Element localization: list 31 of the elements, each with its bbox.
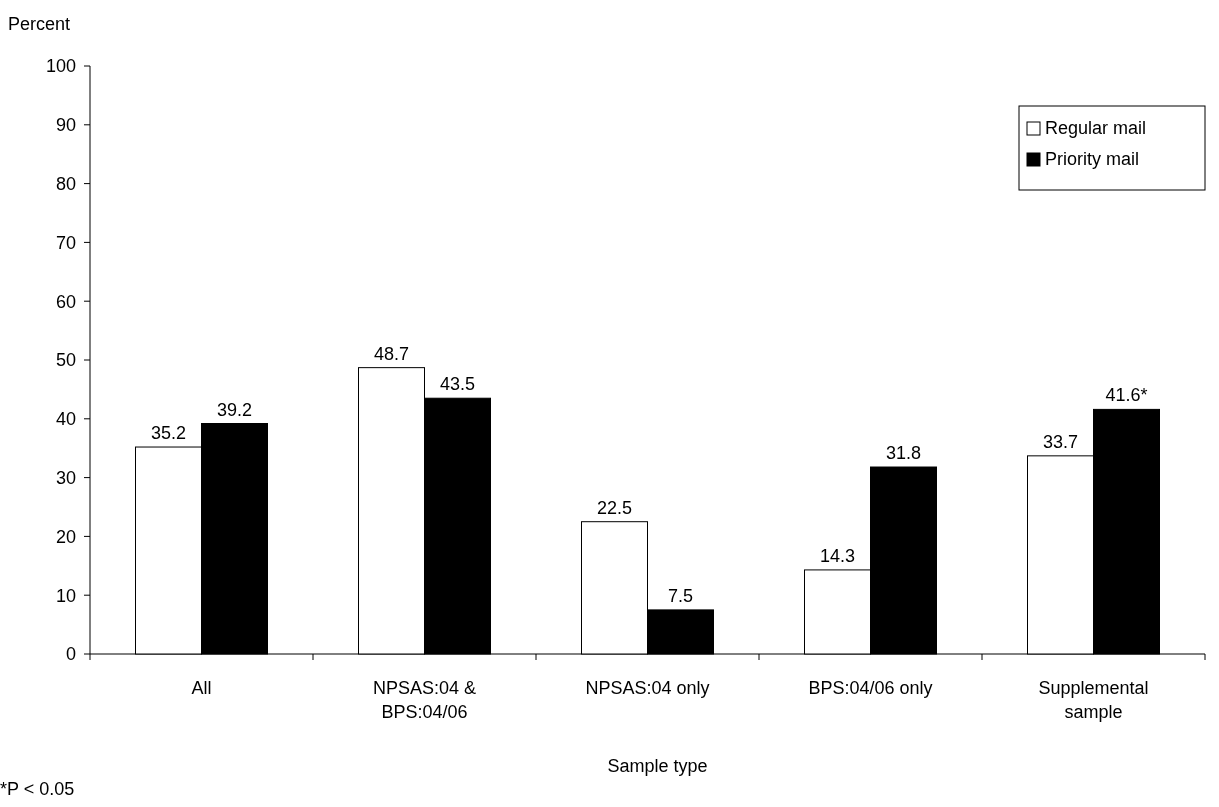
y-tick-label: 0 [65,644,76,665]
data-label: 35.2 [150,423,187,444]
data-label: 48.7 [373,343,410,364]
y-tick-label: 60 [55,291,76,312]
y-tick-label: 20 [55,526,76,547]
legend-label: Priority mail [1045,149,1140,170]
y-tick-label: 30 [55,467,76,488]
data-label: 43.5 [439,374,476,395]
data-label: 14.3 [819,545,856,566]
x-tick-label: NPSAS:04 only [585,678,710,698]
data-label: 31.8 [885,443,922,464]
data-label: 7.5 [667,585,694,606]
legend-label: Regular mail [1045,118,1147,139]
y-tick-label: 90 [55,115,76,136]
x-tick-label: BPS:04/06 only [808,678,933,698]
y-tick-label: 50 [55,350,76,371]
y-tick-label: 100 [45,56,76,77]
y-axis-title: Percent [8,14,71,34]
x-axis-title: Sample type [607,756,708,776]
data-label: 39.2 [216,399,253,420]
x-tick-label: NPSAS:04 & BPS:04/06 [372,678,477,722]
y-tick-label: 40 [55,409,76,430]
data-label: 33.7 [1042,431,1079,452]
text: *P < 0.05 [0,779,75,799]
y-tick-label: 80 [55,173,76,194]
y-tick-label: 10 [55,585,76,606]
data-label: 22.5 [596,497,633,518]
x-tick-label: All [191,678,212,698]
x-tick-label: Supplemental sample [1038,678,1149,722]
data-label: 41.6* [1105,385,1148,406]
y-tick-label: 70 [55,232,76,253]
